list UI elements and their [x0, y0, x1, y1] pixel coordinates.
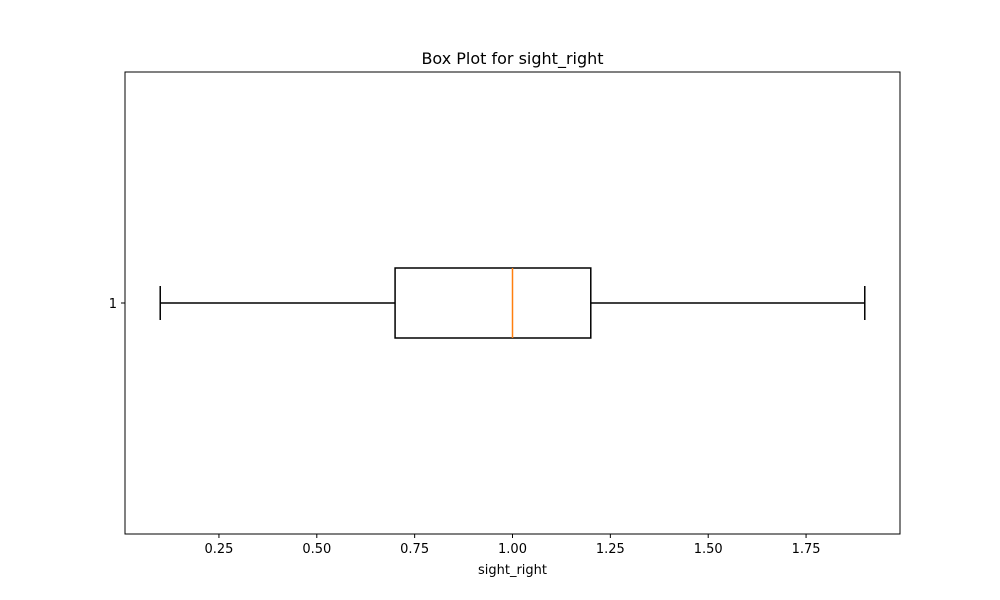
y-axis-ticks: 1 [109, 297, 125, 312]
x-axis-ticks: 0.25 0.50 0.75 1.00 1.25 1.50 1.75 [204, 534, 821, 557]
x-tick-label: 0.25 [204, 542, 233, 557]
x-axis-label: sight_right [478, 563, 547, 578]
y-tick-label: 1 [109, 297, 117, 312]
x-tick-label: 0.75 [400, 542, 429, 557]
x-tick-label: 0.50 [302, 542, 331, 557]
x-tick-label: 1.25 [596, 542, 625, 557]
x-tick-label: 1.75 [792, 542, 821, 557]
box-group [159, 267, 866, 339]
chart-title: Box Plot for sight_right [421, 49, 603, 69]
x-tick-label: 1.50 [694, 542, 723, 557]
iqr-box [394, 267, 592, 339]
x-tick-label: 1.00 [498, 542, 527, 557]
